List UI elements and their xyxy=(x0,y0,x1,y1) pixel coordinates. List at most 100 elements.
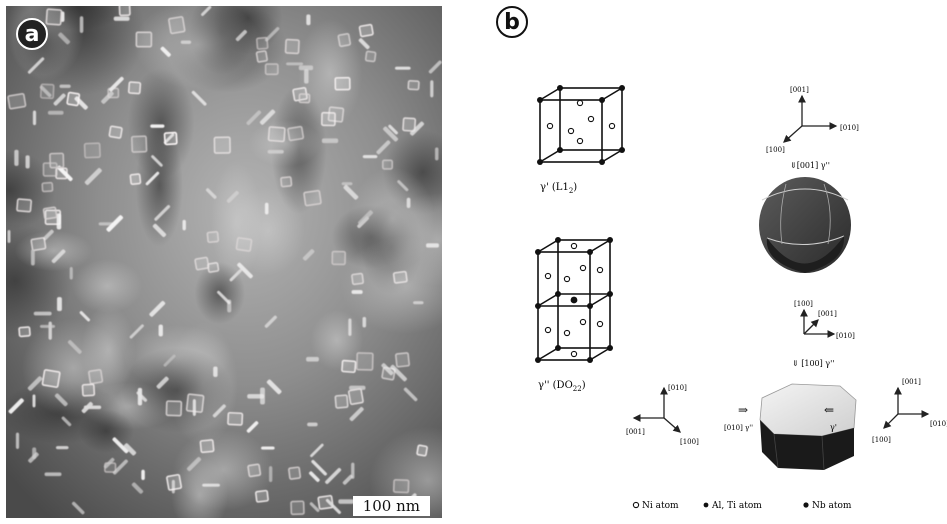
precipitate xyxy=(325,467,342,485)
precipitate xyxy=(141,469,145,481)
precipitate xyxy=(308,471,320,483)
precipitate xyxy=(79,311,91,322)
precipitate xyxy=(168,16,186,35)
mid-axes xyxy=(800,308,836,338)
right-axis-right: [010] xyxy=(930,420,947,428)
right-axis-up: [001] xyxy=(902,378,921,386)
precipitate xyxy=(264,63,279,76)
precipitate xyxy=(351,290,363,294)
precipitate xyxy=(341,359,357,374)
right-axis-down: [100] xyxy=(872,436,891,444)
precipitate xyxy=(151,155,163,167)
precipitate xyxy=(79,16,84,34)
tem-micrograph xyxy=(6,6,442,518)
precipitate xyxy=(71,501,85,515)
precipitate xyxy=(338,499,355,504)
precipitate xyxy=(381,363,394,376)
precipitate xyxy=(118,6,131,17)
precipitate xyxy=(428,60,442,74)
precipitate xyxy=(61,416,72,427)
precipitate xyxy=(255,50,268,63)
precipitate xyxy=(358,210,373,226)
precipitate xyxy=(269,466,273,483)
precipitate xyxy=(213,136,231,154)
left-axes xyxy=(632,386,681,433)
precipitate xyxy=(45,8,63,26)
precipitate xyxy=(247,394,265,399)
precipitate xyxy=(56,213,62,230)
precipitate xyxy=(351,462,355,479)
precipitate xyxy=(112,459,128,475)
legend-nb: Nb atom xyxy=(812,501,852,511)
precipitate xyxy=(180,40,192,44)
precipitate xyxy=(267,149,284,154)
top-axes xyxy=(783,94,838,143)
precipitate xyxy=(30,249,35,266)
gamma-prime-atoms xyxy=(537,85,625,165)
precipitate xyxy=(8,398,24,414)
precipitate xyxy=(108,76,124,92)
precipitate xyxy=(413,301,424,305)
precipitate xyxy=(49,152,65,169)
precipitate xyxy=(202,483,221,487)
precipitate xyxy=(163,131,178,146)
precipitate xyxy=(32,110,37,126)
precipitate xyxy=(307,422,318,427)
precipitate xyxy=(303,189,322,207)
legend-nb-symbol xyxy=(803,502,809,508)
precipitate xyxy=(194,256,210,271)
precipitate xyxy=(337,33,352,48)
precipitate xyxy=(191,90,207,106)
precipitate xyxy=(306,14,311,26)
gamma-prime-caption: γ' (L12) xyxy=(540,182,577,195)
view-001-label: ⇓[001] γ'' xyxy=(790,161,830,170)
precipitate xyxy=(358,23,374,38)
precipitate xyxy=(321,138,339,144)
arrow-left: ⇐ xyxy=(824,403,834,417)
precipitate xyxy=(430,80,434,98)
precipitate xyxy=(103,457,115,469)
precipitate xyxy=(88,368,104,385)
gamma-dp-atoms xyxy=(535,237,613,363)
precipitate xyxy=(331,250,346,266)
precipitate xyxy=(311,459,327,476)
top-axis-down: [100] xyxy=(766,146,785,154)
right-axes xyxy=(883,386,930,429)
precipitate xyxy=(341,182,353,186)
precipitate xyxy=(287,125,305,142)
precipitate xyxy=(137,387,143,406)
mid-axis-right2: [010] xyxy=(836,332,855,340)
precipitate xyxy=(185,393,205,413)
precipitate xyxy=(343,184,359,200)
precipitate xyxy=(123,443,137,456)
precipitate xyxy=(390,364,407,382)
precipitate xyxy=(226,190,239,203)
precipitate xyxy=(383,126,399,142)
panel-b-label: b xyxy=(496,6,528,38)
contrast-blob xyxy=(210,161,262,283)
precipitate xyxy=(30,237,47,252)
gamma-dp-slab xyxy=(759,383,857,471)
precipitate xyxy=(135,31,153,48)
precipitate xyxy=(112,437,129,454)
top-axis-right: [010] xyxy=(840,124,859,132)
precipitate xyxy=(434,147,439,161)
precipitate xyxy=(15,432,20,449)
left-axis-up: [010] xyxy=(668,384,687,392)
precipitate xyxy=(182,219,186,231)
left-axis-down: [100] xyxy=(680,438,699,446)
view-100-label: ⇓ [100] γ'' xyxy=(792,359,834,368)
precipitate xyxy=(16,198,33,213)
precipitate xyxy=(131,482,144,494)
precipitate xyxy=(247,463,262,478)
contrast-blob xyxy=(248,119,321,167)
precipitate xyxy=(347,388,364,406)
precipitate xyxy=(48,321,52,340)
label-gamma-prime: γ' xyxy=(830,423,837,432)
label-010: [010] γ'' xyxy=(724,424,753,432)
precipitate xyxy=(67,340,82,354)
precipitate xyxy=(39,83,55,100)
precipitate xyxy=(325,498,341,514)
precipitate xyxy=(246,421,259,433)
precipitate xyxy=(83,142,101,159)
